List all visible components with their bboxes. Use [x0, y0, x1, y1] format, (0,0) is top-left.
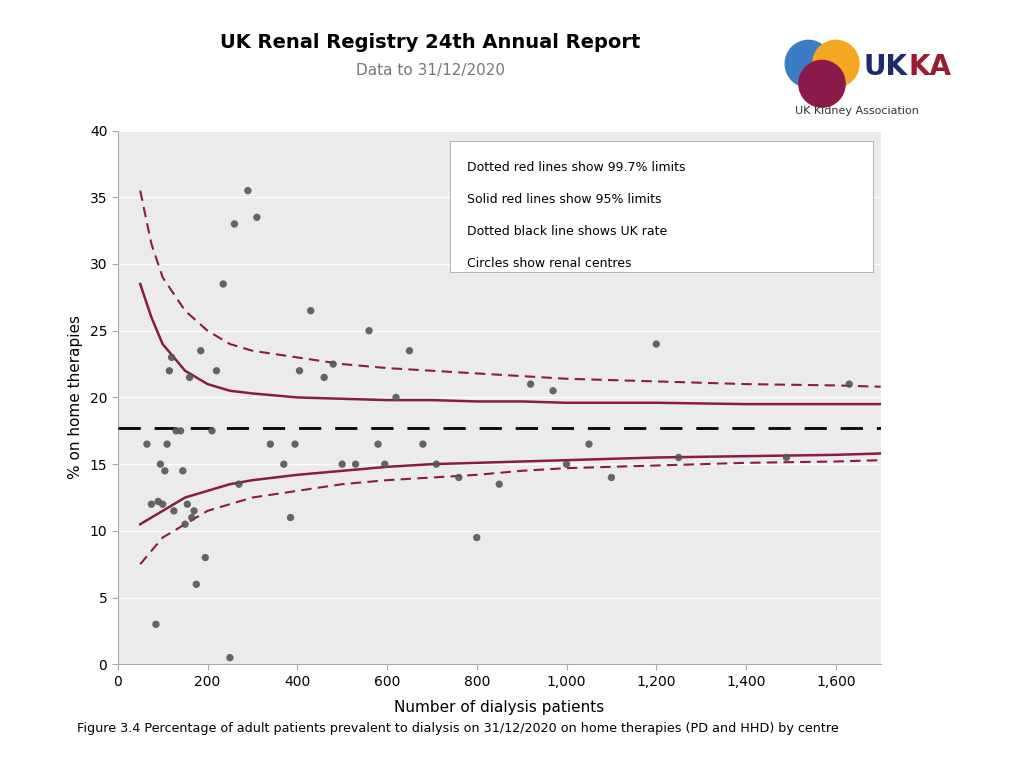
Point: [671, 452, 687, 464]
Point: [558, 458, 574, 470]
Point: [778, 452, 795, 464]
Text: UK: UK: [863, 53, 907, 81]
Point: [428, 458, 444, 470]
Point: [143, 498, 160, 511]
Point: [401, 345, 418, 357]
Text: Data to 31/12/2020: Data to 31/12/2020: [355, 63, 505, 78]
Text: KA: KA: [908, 53, 951, 81]
Point: [159, 438, 175, 450]
Point: [291, 365, 307, 377]
Point: [287, 438, 303, 450]
Point: [230, 478, 247, 490]
Point: [325, 358, 341, 370]
Point: [451, 472, 467, 484]
Point: [490, 478, 507, 490]
Point: [222, 651, 239, 664]
Point: [581, 438, 597, 450]
Circle shape: [785, 41, 831, 87]
Point: [181, 371, 198, 383]
Circle shape: [813, 41, 859, 87]
Point: [188, 578, 205, 591]
Point: [262, 438, 279, 450]
Text: UK Kidney Association: UK Kidney Association: [795, 105, 919, 115]
Point: [166, 505, 182, 517]
Point: [153, 458, 169, 470]
Point: [347, 458, 364, 470]
Point: [204, 425, 220, 437]
Point: [208, 365, 224, 377]
Point: [179, 498, 196, 511]
Point: [841, 378, 857, 390]
Point: [302, 305, 318, 317]
Point: [360, 325, 377, 337]
Point: [172, 425, 188, 437]
Point: [168, 425, 184, 437]
Point: [522, 378, 539, 390]
Point: [150, 495, 166, 508]
Point: [155, 498, 171, 511]
Point: [415, 438, 431, 450]
Point: [175, 465, 191, 477]
Point: [334, 458, 350, 470]
Point: [275, 458, 292, 470]
Point: [648, 338, 665, 350]
Point: [370, 438, 386, 450]
Point: [240, 184, 256, 197]
Point: [138, 438, 155, 450]
Point: [388, 392, 404, 404]
Y-axis label: % on home therapies: % on home therapies: [68, 316, 83, 479]
Point: [469, 531, 485, 544]
Point: [186, 505, 203, 517]
Circle shape: [799, 61, 845, 108]
Point: [177, 518, 194, 531]
Point: [226, 218, 243, 230]
Point: [249, 211, 265, 223]
Point: [197, 551, 213, 564]
Point: [157, 465, 173, 477]
Point: [183, 511, 200, 524]
Point: [147, 618, 164, 631]
Text: UK Renal Registry 24th Annual Report: UK Renal Registry 24th Annual Report: [220, 33, 640, 51]
Point: [283, 511, 299, 524]
Point: [545, 385, 561, 397]
Point: [603, 472, 620, 484]
Point: [193, 345, 209, 357]
Point: [215, 278, 231, 290]
Text: Figure 3.4 Percentage of adult patients prevalent to dialysis on 31/12/2020 on h: Figure 3.4 Percentage of adult patients …: [77, 722, 839, 734]
Point: [164, 351, 180, 363]
Point: [161, 365, 177, 377]
Point: [377, 458, 393, 470]
Point: [316, 371, 333, 383]
X-axis label: Number of dialysis patients: Number of dialysis patients: [394, 700, 604, 715]
